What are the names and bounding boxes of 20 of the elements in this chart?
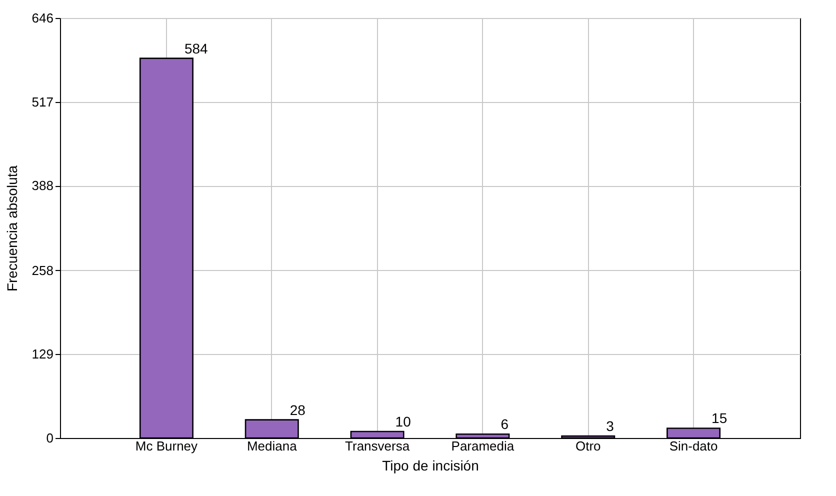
x-tick-label: Transversa (345, 438, 410, 454)
y-tick-label: 0 (46, 430, 54, 446)
x-tick-label: Sin-dato (669, 438, 718, 454)
data-label: 15 (712, 410, 728, 426)
x-axis-title: Tipo de incisión (382, 458, 479, 474)
x-tick-label: Otro (575, 438, 601, 454)
data-label: 3 (606, 418, 614, 434)
data-label: 584 (184, 40, 208, 56)
y-axis-title: Frecuencia absoluta (4, 165, 20, 292)
data-label: 10 (395, 414, 412, 430)
x-tick-label: Mc Burney (135, 438, 198, 454)
x-tick-label: Mediana (246, 438, 298, 454)
y-tick-label: 258 (32, 262, 54, 278)
y-tick-label: 388 (32, 178, 54, 194)
data-label: 28 (290, 402, 306, 418)
data-label: 6 (500, 416, 509, 432)
y-tick-label: 517 (32, 94, 54, 110)
y-tick-label: 129 (32, 346, 54, 362)
y-tick-label: 646 (32, 10, 54, 26)
x-tick-label: Paramedia (451, 438, 515, 454)
